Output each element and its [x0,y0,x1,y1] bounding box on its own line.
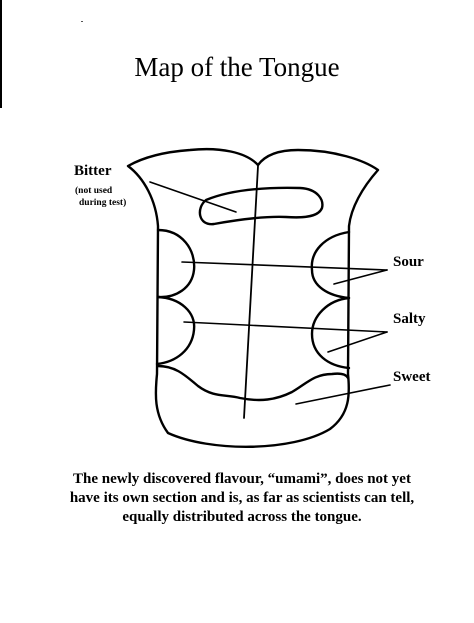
sour-pointer-left [181,261,388,271]
label-bitter-note-line1: (not used [75,186,113,196]
page-title: Map of the Tongue [134,52,340,82]
tongue-outline [126,147,380,448]
salty-pointer-left [183,321,388,333]
salty-region-left [155,295,196,366]
caption-umami: The newly discovered flavour, “umami”, d… [69,471,415,525]
tongue-center-line [243,165,259,419]
scan-edge-mark [0,0,2,108]
bitter-pointer [149,181,237,213]
scan-speck [81,21,83,22]
label-bitter-note-line2: during test) [79,198,127,208]
sour-pointer-right [333,269,388,285]
sour-region-left [156,228,196,299]
label-salty: Salty [393,311,426,327]
label-bitter: Bitter [74,163,112,179]
sweet-pointer [295,384,391,405]
label-sour: Sour [393,254,424,270]
salty-region-right [310,296,351,370]
sweet-region [156,364,350,402]
sour-region-right [310,230,351,300]
label-sweet: Sweet [393,369,431,385]
salty-pointer-right [327,331,388,353]
bitter-region [198,186,324,226]
